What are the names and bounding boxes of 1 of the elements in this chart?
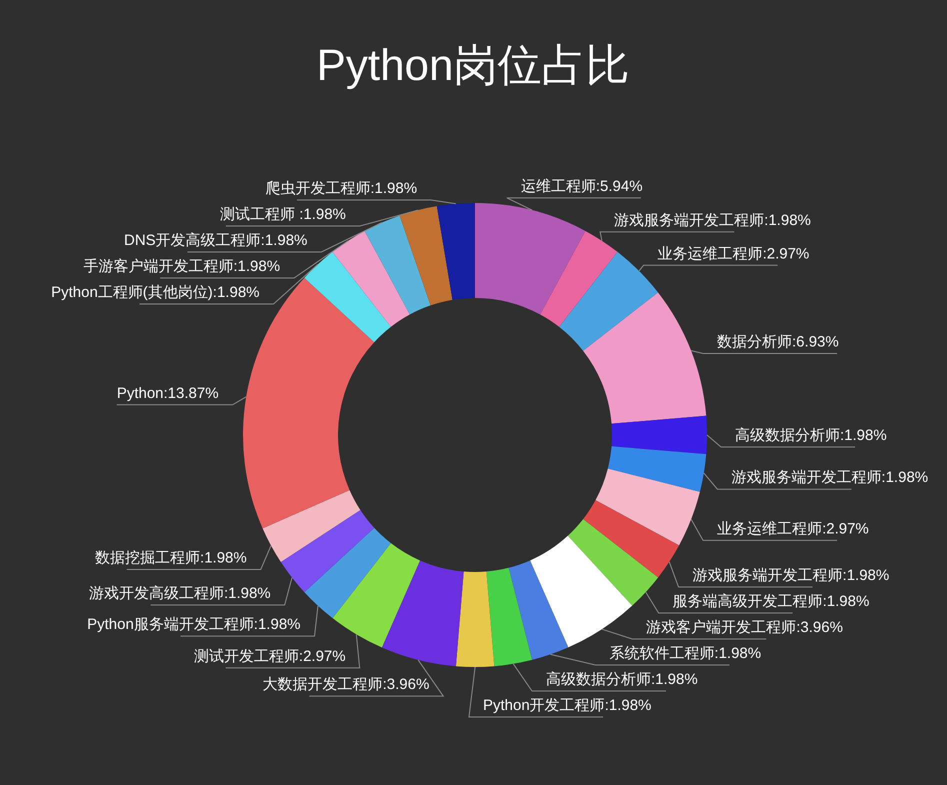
chart-title: Python岗位占比 [316,41,630,90]
